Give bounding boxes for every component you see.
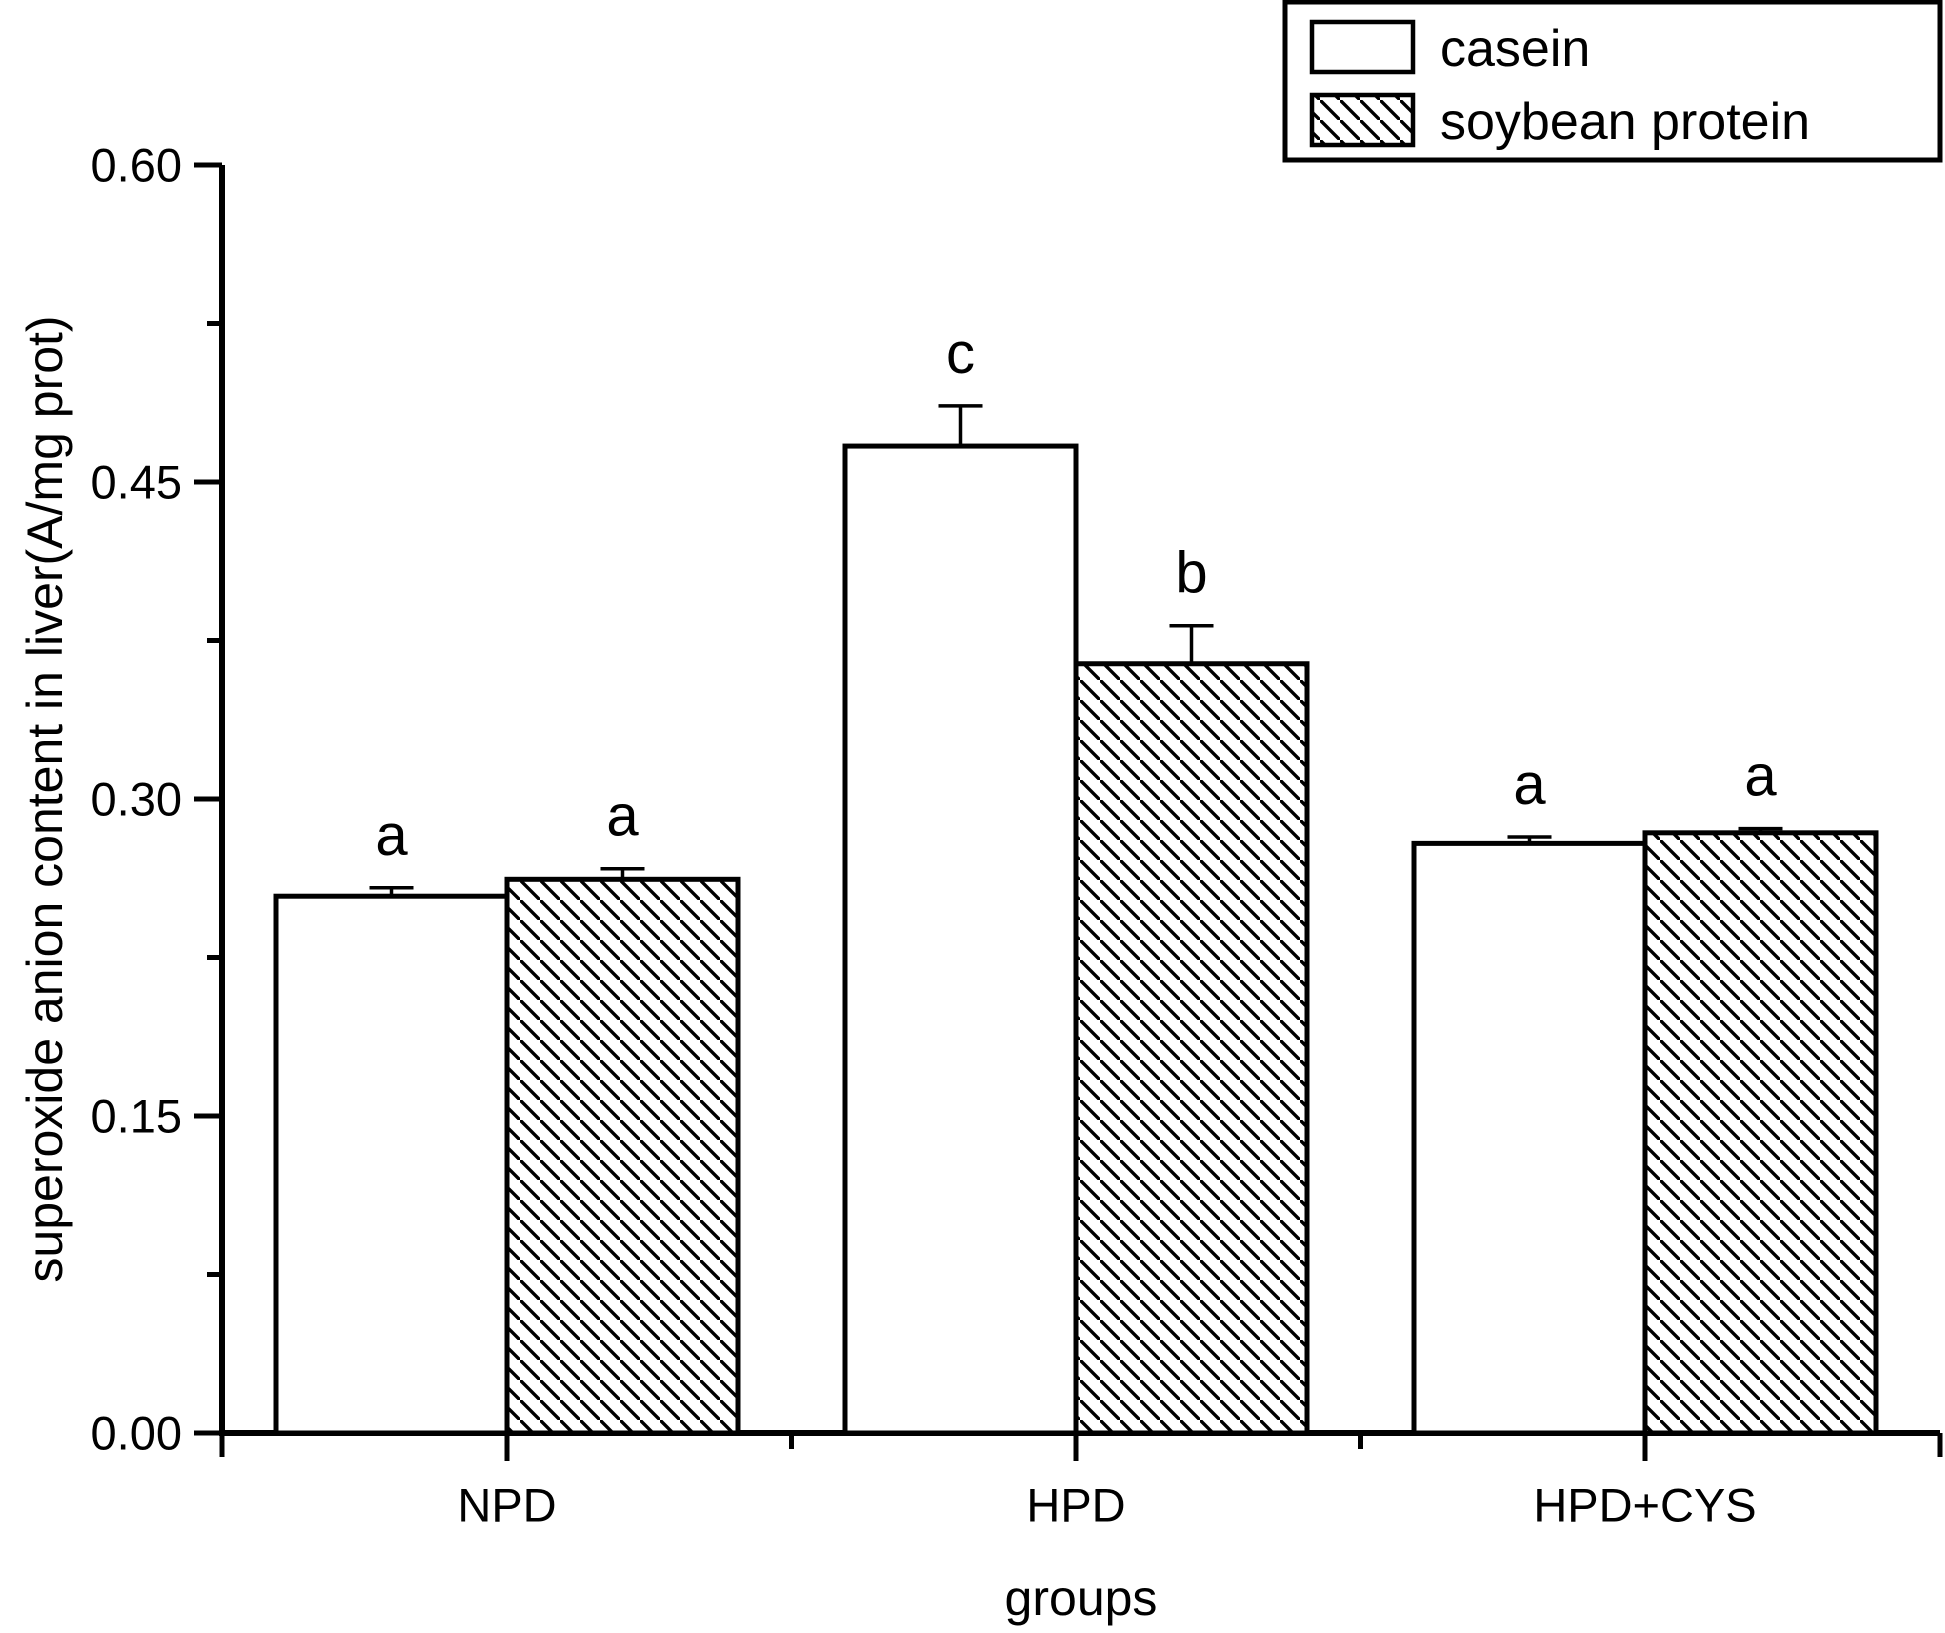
significance-letter: a (1513, 752, 1546, 817)
x-tick-label-npd: NPD (457, 1479, 556, 1532)
y-tick-label: 0.00 (91, 1407, 182, 1460)
bar-casein-hpd (842, 443, 1079, 1436)
x-tick-label-hpd: HPD (1026, 1479, 1125, 1532)
y-axis-title: superoxide anion content in liver(A/mg p… (17, 315, 73, 1282)
y-tick-label: 0.30 (91, 773, 182, 826)
y-tick-label: 0.60 (91, 139, 182, 192)
legend-swatch-soybean-protein (1309, 92, 1416, 148)
legend-swatch-casein (1309, 19, 1416, 75)
x-tick-label-hpd-cys: HPD+CYS (1533, 1479, 1756, 1532)
legend-label-soybean-protein: soybean protein (1440, 93, 1810, 151)
bar-casein-npd (273, 893, 510, 1436)
significance-letter: a (606, 784, 639, 849)
significance-letter: c (946, 321, 975, 386)
bar-soybean-protein-hpd (1073, 661, 1310, 1436)
legend-label-casein: casein (1440, 20, 1590, 78)
bar-soybean-protein-hpd-cys (1642, 830, 1879, 1436)
bar-soybean-protein-npd (504, 876, 741, 1436)
significance-letter: a (375, 803, 408, 868)
y-tick-label: 0.45 (91, 456, 182, 509)
significance-letter: a (1744, 744, 1777, 809)
y-tick-label: 0.15 (91, 1090, 182, 1143)
bar-casein-hpd-cys (1411, 840, 1648, 1436)
significance-letter: b (1175, 541, 1207, 606)
x-axis-title: groups (1005, 1570, 1158, 1626)
